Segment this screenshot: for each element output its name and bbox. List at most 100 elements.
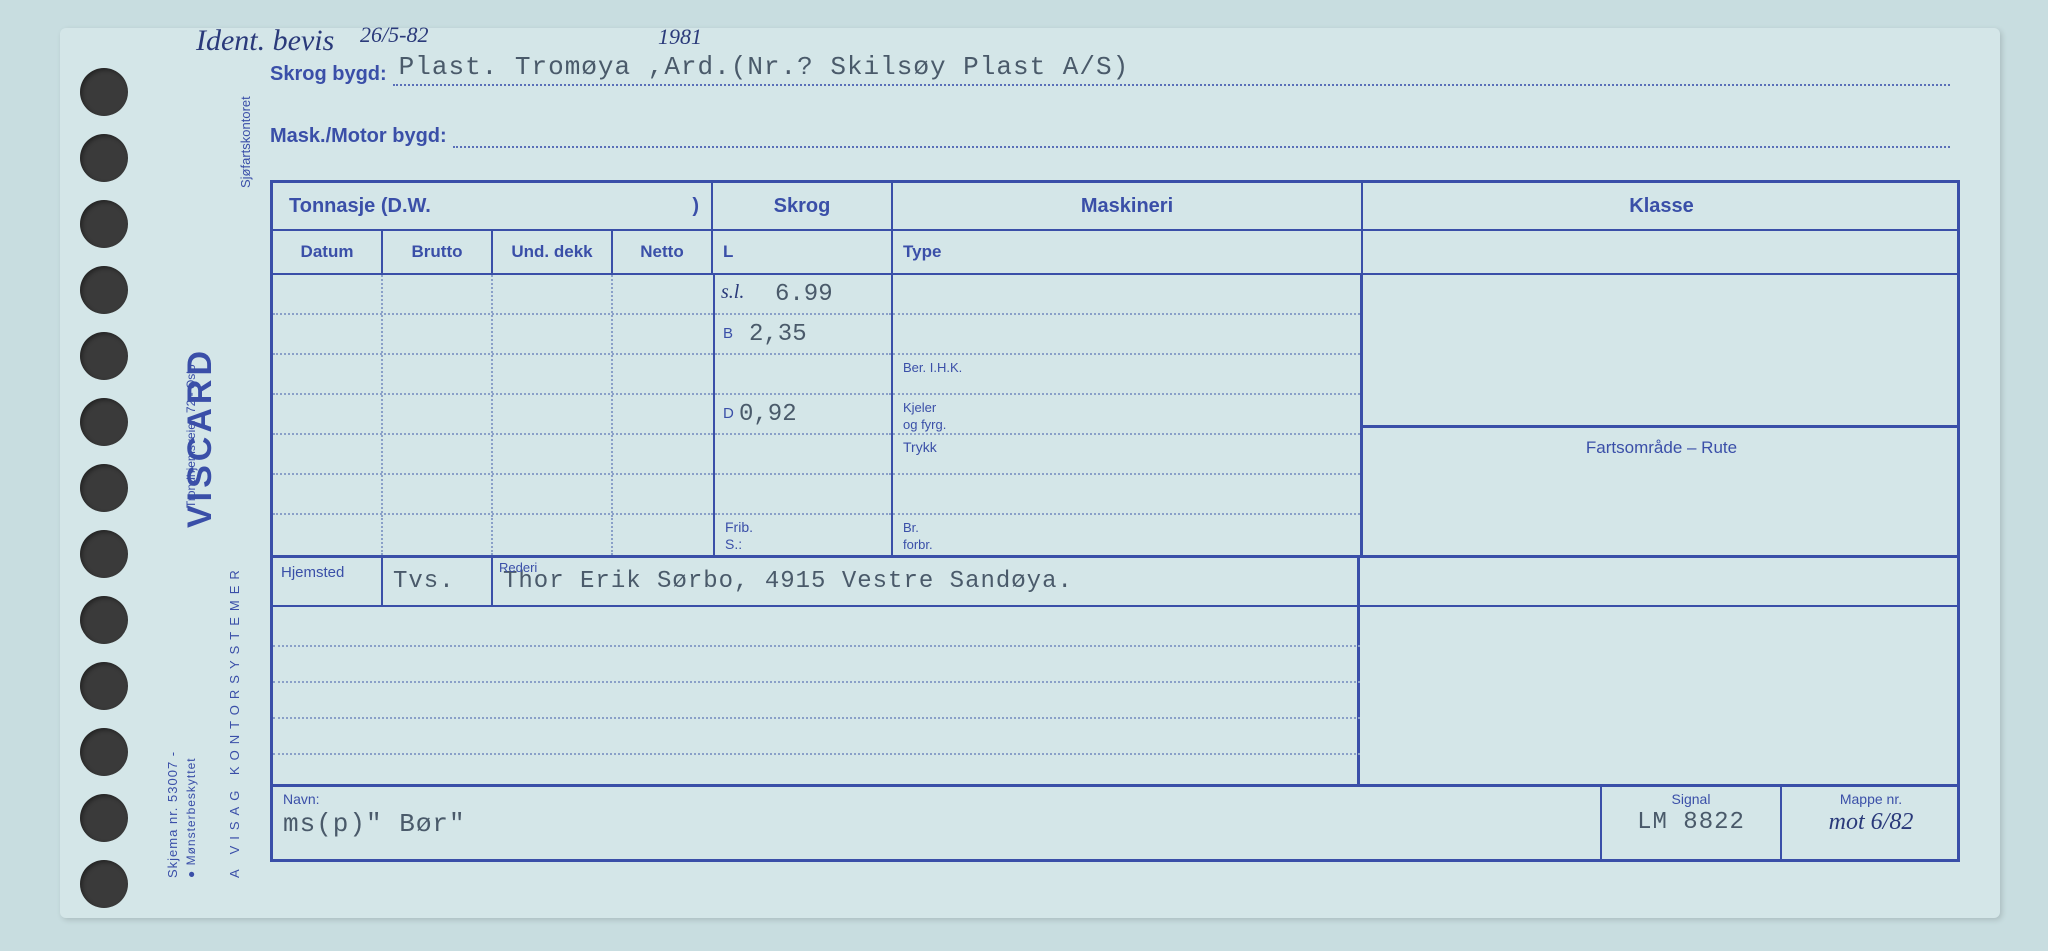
- hole: [80, 794, 128, 842]
- mask-motor-label: Mask./Motor bygd:: [270, 125, 447, 148]
- col-skrog: Skrog: [713, 183, 893, 229]
- hole: [80, 860, 128, 908]
- mask-blank: [893, 475, 1360, 515]
- signal-value: LM 8822: [1637, 809, 1745, 836]
- frib-label: Frib.: [725, 519, 753, 535]
- D-value: 0,92: [739, 401, 797, 428]
- form-area: Skrog bygd: Plast. Tromøya ,Ard.(Nr.? Sk…: [270, 58, 1970, 168]
- mappe-label: Mappe nr.: [1840, 791, 1902, 807]
- br-forbr-label: Br. forbr.: [903, 520, 933, 552]
- brand-sjof: Sjøfartskontoret: [238, 96, 253, 188]
- L-label: L: [723, 242, 733, 262]
- netto-label: Netto: [640, 242, 683, 262]
- mappe-value: mot 6/82: [1829, 809, 1914, 835]
- hole: [80, 134, 128, 182]
- col-und-dekk: Und. dekk: [493, 231, 613, 273]
- hole: [80, 200, 128, 248]
- hjemsted-rederi: Rederi Thor Erik Sørbo, 4915 Vestre Sand…: [493, 558, 1360, 605]
- rederi-value: Thor Erik Sørbo, 4915 Vestre Sandøya.: [503, 568, 1073, 595]
- S-label: S.:: [725, 536, 742, 552]
- mask-kjeler: Kjeler og fyrg.: [893, 395, 1360, 435]
- hjemsted-tvs: Tvs.: [383, 558, 493, 605]
- header-row-1: Tonnasje (D.W. ) Skrog Maskineri Klasse: [273, 183, 1960, 231]
- brand-sub: A VISAG KONTORSYSTEMER: [227, 564, 242, 878]
- hole: [80, 464, 128, 512]
- skrog-L-row: s.l. 6.99: [715, 275, 891, 315]
- main-table: Tonnasje (D.W. ) Skrog Maskineri Klasse …: [270, 180, 1960, 862]
- hole: [80, 728, 128, 776]
- hjemsted-blank: [1360, 558, 1960, 605]
- klasse-sub: [1363, 231, 1960, 273]
- navn-label: Navn:: [283, 791, 320, 807]
- col-tonnasje: Tonnasje (D.W. ): [273, 183, 713, 229]
- skrog-bygd-value: Plast. Tromøya ,Ard.(Nr.? Skilsøy Plast …: [399, 52, 1130, 82]
- handwritten-year: 1981: [658, 24, 702, 50]
- mappe-cell: Mappe nr. mot 6/82: [1780, 787, 1960, 859]
- kjeler-label: Kjeler og fyrg.: [903, 400, 946, 432]
- hjemsted-label: Hjemsted: [273, 558, 383, 605]
- skrog-blank2: [715, 435, 891, 475]
- body-area: s.l. 6.99 B 2,35 D 0,92 Frib.: [273, 275, 1960, 555]
- klasse-body: Fartsområde – Rute: [1363, 275, 1960, 555]
- col-klasse: Klasse: [1363, 183, 1960, 229]
- fartsomrade-label: Fartsområde – Rute: [1363, 425, 1960, 468]
- mask-row-1: [893, 275, 1360, 315]
- trykk-label: Trykk: [903, 439, 937, 455]
- hole: [80, 530, 128, 578]
- col-netto: Netto: [613, 231, 713, 273]
- lower-dotted-area: [273, 607, 1960, 787]
- skrog-frib: Frib. S.:: [715, 515, 891, 555]
- hole: [80, 266, 128, 314]
- tonnasje-body: [273, 275, 713, 555]
- skrog-body: s.l. 6.99 B 2,35 D 0,92 Frib.: [713, 275, 893, 555]
- skrog-blank-row: [715, 355, 891, 395]
- handwritten-date: 26/5-82: [360, 22, 428, 48]
- skrog-blank3: [715, 475, 891, 515]
- datum-label: Datum: [301, 242, 354, 262]
- navn-value: ms(p)" Bør": [283, 809, 466, 839]
- punch-holes: [80, 68, 128, 926]
- skrog-D-row: D 0,92: [715, 395, 891, 435]
- B-label: B: [723, 325, 733, 342]
- hole: [80, 68, 128, 116]
- header-row-2: Datum Brutto Und. dekk Netto L Type: [273, 231, 1960, 275]
- skrog-bygd-line: Skrog bygd: Plast. Tromøya ,Ard.(Nr.? Sk…: [270, 58, 1950, 86]
- hjemsted-row: Hjemsted Tvs. Rederi Thor Erik Sørbo, 49…: [273, 555, 1960, 607]
- tonnasje-close: ): [692, 195, 699, 218]
- handwritten-ident: Ident. bevis: [196, 24, 334, 58]
- rederi-label: Rederi: [499, 560, 537, 575]
- maskineri-body: Ber. I.H.K. Kjeler og fyrg. Trykk Br. fo…: [893, 275, 1363, 555]
- L-prefix: s.l.: [721, 281, 744, 304]
- klasse-label: Klasse: [1629, 195, 1694, 218]
- signal-cell: Signal LM 8822: [1600, 787, 1780, 859]
- index-card: Skjema nr. 53007 - Trondhjemsveien 72 - …: [60, 28, 2000, 918]
- skrog-B-row: B 2,35: [715, 315, 891, 355]
- hole: [80, 398, 128, 446]
- und-dekk-label: Und. dekk: [511, 242, 592, 262]
- D-label: D: [723, 405, 734, 422]
- mask-trykk: Trykk: [893, 435, 1360, 475]
- ber-ihk-label: Ber. I.H.K.: [903, 360, 962, 375]
- skrog-bygd-label: Skrog bygd:: [270, 63, 387, 86]
- skrog-label: Skrog: [774, 195, 831, 218]
- brutto-label: Brutto: [412, 242, 463, 262]
- mask-motor-line: Mask./Motor bygd:: [270, 120, 1950, 148]
- brand-logo: VISCARD: [181, 347, 220, 528]
- hole: [80, 596, 128, 644]
- navn-cell: Navn: ms(p)" Bør": [273, 787, 1600, 859]
- mask-type: Type: [893, 231, 1363, 273]
- signal-label: Signal: [1672, 791, 1711, 807]
- col-maskineri: Maskineri: [893, 183, 1363, 229]
- tvs-value: Tvs.: [393, 568, 455, 595]
- hole: [80, 662, 128, 710]
- top-lines: Skrog bygd: Plast. Tromøya ,Ard.(Nr.? Sk…: [270, 58, 1970, 168]
- navn-row: Navn: ms(p)" Bør" Signal LM 8822 Mappe n…: [273, 787, 1960, 859]
- mask-br-forbr: Br. forbr.: [893, 515, 1360, 555]
- brand-skjema: Skjema nr. 53007 -: [165, 751, 180, 878]
- tonnasje-label: Tonnasje (D.W.: [289, 195, 431, 218]
- brand-monster: ● Mønsterbeskyttet: [184, 757, 198, 878]
- skrog-L: L: [713, 231, 893, 273]
- col-brutto: Brutto: [383, 231, 493, 273]
- mask-ber-ihk: Ber. I.H.K.: [893, 355, 1360, 395]
- mask-row-2: [893, 315, 1360, 355]
